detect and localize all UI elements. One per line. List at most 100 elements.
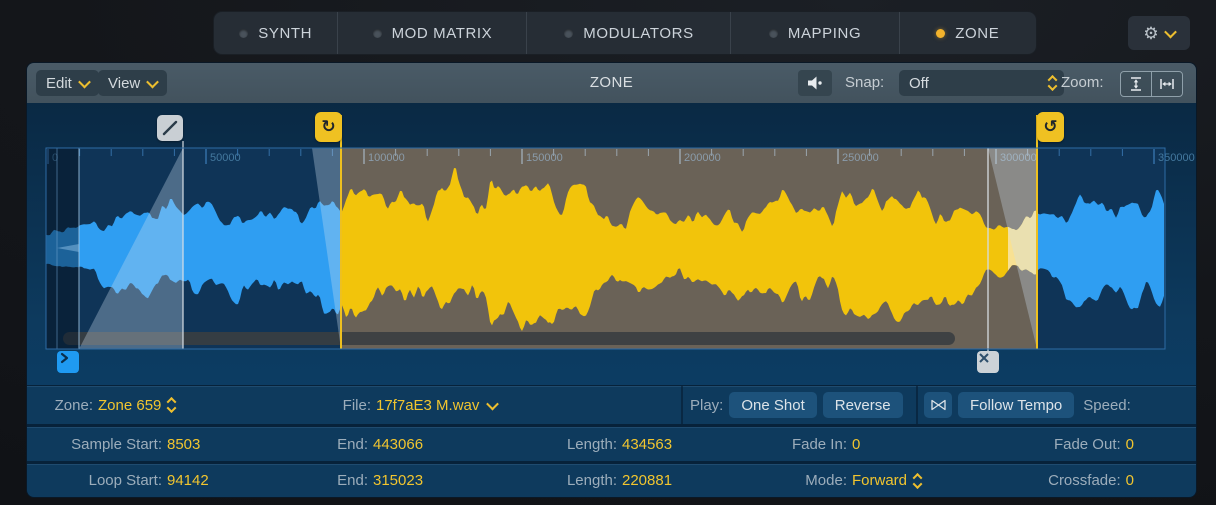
chevron-down-icon (1163, 25, 1177, 38)
loop-length-field[interactable]: Length: 220881 (567, 464, 673, 497)
vertical-zoom-icon (1131, 77, 1141, 91)
horizontal-zoom-icon (1160, 79, 1174, 89)
loop-end-field[interactable]: End: 315023 (337, 464, 424, 497)
flex-icon (930, 399, 946, 411)
snap-label: Snap: (845, 74, 885, 91)
horizontal-zoom-button[interactable] (1151, 72, 1182, 96)
tab-modulators[interactable]: MODULATORS (526, 12, 730, 54)
ruler-label: 0 (52, 152, 58, 164)
up-down-chevron-icon (1047, 74, 1058, 92)
snap-select[interactable]: Off (899, 70, 1064, 96)
field-value: 8503 (167, 435, 201, 453)
divider (681, 386, 683, 424)
tempo-group: Follow Tempo Speed: (924, 386, 1131, 424)
action-menu-button[interactable]: ⚙ (1128, 16, 1190, 50)
zone-editor-panel: Edit View ZONE Snap: Off Zoom: (27, 63, 1196, 497)
file-label: File: (342, 396, 371, 414)
divider (916, 386, 918, 424)
tab-label: SYNTH (258, 24, 313, 42)
zone-selector[interactable]: Zone: Zone 659 (55, 386, 177, 424)
edit-menu-button[interactable]: Edit (36, 70, 99, 96)
sample-end-field[interactable]: End: 443066 (337, 427, 423, 461)
waveform-yellow (341, 168, 1037, 331)
fade-in-overlay (79, 148, 183, 349)
fade-handle[interactable] (157, 115, 183, 141)
tab-zone[interactable]: ZONE (898, 12, 1036, 54)
audition-button[interactable] (798, 70, 832, 96)
play-label: Play: (690, 396, 724, 414)
gear-icon: ⚙ (1143, 23, 1159, 43)
one-shot-button[interactable]: One Shot (729, 392, 817, 418)
waveform-toolbar: Edit View ZONE Snap: Off Zoom: (27, 63, 1196, 104)
ruler-label: 100000 (368, 152, 405, 164)
sample-row: Sample Start: 8503 End: 443066 Length: 4… (27, 427, 1196, 461)
loop-start-field[interactable]: Loop Start: 94142 (89, 464, 209, 497)
waveform-box-border (45, 147, 1166, 350)
tab-label: MAPPING (787, 24, 862, 42)
loop-start-arrow-icon: ↻ (321, 117, 336, 136)
remove-crossfade-button[interactable] (977, 351, 999, 373)
field-value: 315023 (373, 472, 424, 489)
fade-out-field[interactable]: Fade Out: 0 (1054, 427, 1134, 461)
speed-label: Speed: (1083, 396, 1131, 414)
follow-tempo-button[interactable]: Follow Tempo (958, 392, 1075, 418)
ruler-label: 300000 (1000, 152, 1037, 164)
field-value: 0 (1125, 472, 1134, 489)
field-label: Length: (566, 472, 617, 489)
field-value: 94142 (167, 472, 209, 489)
fade-line-icon (162, 120, 178, 136)
loop-end-overlay (988, 148, 1037, 349)
zone-value: Zone 659 (98, 396, 162, 414)
waveform-display[interactable]: 0 50000 100000 150000 200000 250000 300000 3500… (27, 103, 1196, 385)
field-label: End: (337, 472, 368, 489)
flex-button[interactable] (924, 392, 952, 418)
loop-start-overlay (312, 148, 341, 349)
reverse-button[interactable]: Reverse (822, 392, 903, 418)
tab-led (768, 28, 778, 38)
field-label: End: (337, 435, 368, 453)
waveform-crossfade (1008, 210, 1037, 275)
field-value: 0 (1125, 435, 1134, 453)
ruler-label: 350000 (1158, 152, 1195, 164)
file-selector[interactable]: File: 17f7aE3 M.wav (343, 386, 500, 424)
chevron-right-icon (60, 352, 69, 364)
view-menu-button[interactable]: View (98, 70, 168, 96)
up-down-chevron-icon (912, 472, 923, 489)
crossfade-field[interactable]: Crossfade: 0 (1048, 464, 1134, 497)
field-label: Mode: (805, 472, 847, 489)
zoom-controls (1120, 71, 1183, 97)
fade-in-field[interactable]: Fade In: 0 (792, 427, 860, 461)
field-value: 220881 (622, 472, 673, 489)
vertical-zoom-button[interactable] (1121, 72, 1151, 96)
reverse-label: Reverse (834, 396, 891, 414)
loop-start-handle[interactable]: ↻ (315, 112, 342, 142)
snap-value: Off (909, 74, 929, 92)
field-label: Fade Out: (1053, 435, 1121, 453)
loop-mode-select[interactable]: Mode: Forward (805, 464, 923, 497)
ruler-label: 250000 (842, 152, 879, 164)
ruler-label: 200000 (684, 152, 721, 164)
chevron-down-icon (486, 397, 500, 410)
file-value: 17f7aE3 M.wav (376, 396, 480, 414)
tab-synth[interactable]: SYNTH (214, 12, 337, 54)
play-from-start-button[interactable] (57, 351, 79, 373)
tab-mod-matrix[interactable]: MOD MATRIX (337, 12, 526, 54)
view-menu-label: View (108, 74, 141, 92)
up-down-chevron-icon (166, 396, 177, 414)
sample-start-field[interactable]: Sample Start: 8503 (71, 427, 201, 461)
ruler-label: 150000 (526, 152, 563, 164)
loop-end-handle[interactable]: ↺ (1037, 112, 1064, 142)
tab-mapping[interactable]: MAPPING (730, 12, 898, 54)
one-shot-label: One Shot (741, 396, 805, 414)
field-label: Crossfade: (1048, 472, 1121, 489)
x-icon (979, 353, 989, 363)
field-value: 434563 (622, 435, 673, 453)
sample-length-field[interactable]: Length: 434563 (567, 427, 673, 461)
zoom-label: Zoom: (1061, 74, 1104, 91)
field-label: Sample Start: (71, 435, 162, 453)
play-group: Play: One Shot Reverse (690, 386, 903, 424)
waveform-svg[interactable]: 0 50000 100000 150000 200000 250000 300000 3500… (27, 103, 1196, 385)
edit-menu-label: Edit (46, 74, 72, 92)
tab-led (239, 28, 249, 38)
loop-end-arrow-icon: ↺ (1043, 117, 1058, 136)
